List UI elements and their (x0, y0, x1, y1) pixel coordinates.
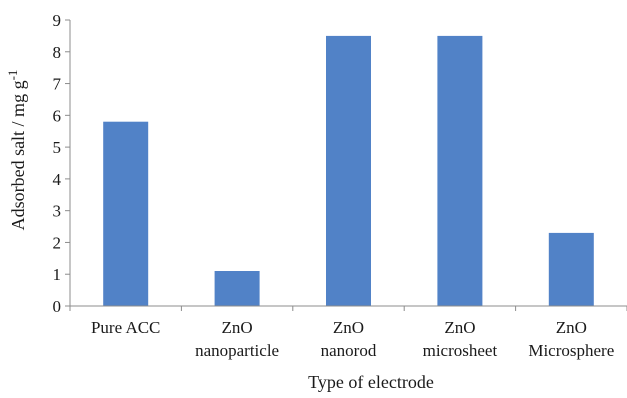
y-tick-label: 3 (53, 202, 62, 221)
x-category-label: ZnO (556, 318, 587, 337)
y-tick-label: 7 (53, 75, 62, 94)
bar-3 (437, 35, 483, 307)
x-category-label: Pure ACC (91, 318, 160, 337)
bar-0 (103, 121, 149, 306)
x-category-label: nanorod (321, 341, 377, 360)
y-tick-label: 0 (53, 297, 62, 316)
y-tick-labels: 0 1 2 3 4 5 6 7 8 9 (53, 11, 62, 316)
y-tick-label: 6 (53, 106, 62, 125)
y-tick-label: 9 (53, 11, 62, 30)
y-tick-label: 5 (53, 138, 62, 157)
y-axis-title: Adsorbed salt / mg g-1 (5, 70, 28, 231)
x-category-labels: Pure ACC ZnO nanoparticle ZnO nanorod ZnO micr… (91, 318, 614, 360)
x-category-label: ZnO (333, 318, 364, 337)
bar-1 (214, 271, 260, 306)
y-tick-label: 1 (53, 265, 62, 284)
y-tick-label: 2 (53, 233, 62, 252)
x-category-label: nanoparticle (195, 341, 279, 360)
x-category-label: microsheet (423, 341, 498, 360)
x-axis-title: Type of electrode (308, 372, 434, 392)
x-category-label: ZnO (222, 318, 253, 337)
x-category-label: ZnO (444, 318, 475, 337)
y-tick-label: 4 (53, 170, 62, 189)
axes-layer (65, 19, 627, 311)
bar-4 (548, 232, 594, 306)
y-axis-title-main: Adsorbed salt / mg g (8, 80, 28, 230)
bars-layer (103, 35, 594, 307)
y-tick-label: 8 (53, 43, 62, 62)
bar-2 (326, 35, 371, 307)
y-axis-title-superscript: -1 (5, 70, 20, 81)
x-category-label: Microsphere (528, 341, 614, 360)
